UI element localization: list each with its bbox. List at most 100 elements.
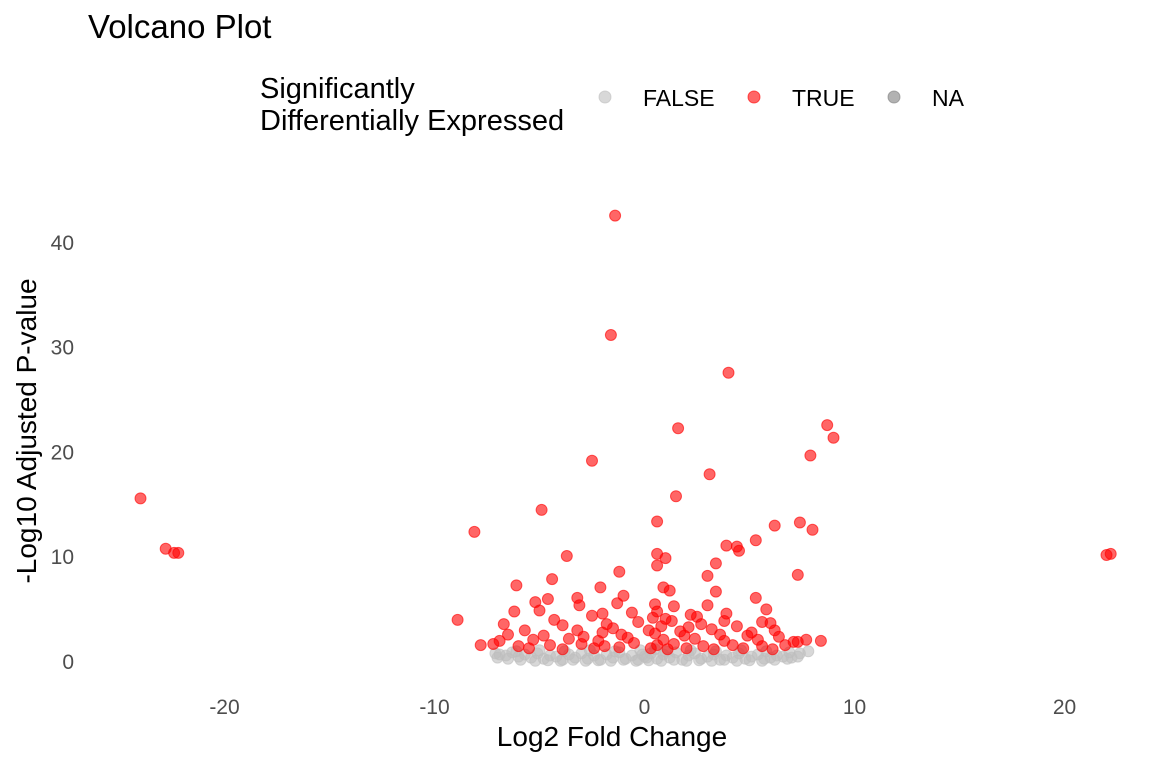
point-false xyxy=(730,654,743,667)
point-true xyxy=(134,492,147,505)
point-true xyxy=(512,640,525,653)
point-true xyxy=(544,639,556,652)
point-true xyxy=(663,584,676,597)
point-false xyxy=(592,654,605,667)
point-true xyxy=(733,544,745,557)
point-true xyxy=(680,642,693,655)
point-true xyxy=(533,604,546,617)
point-false xyxy=(718,653,731,666)
x-axis-title: Log2 Fold Change xyxy=(497,721,727,752)
point-true xyxy=(661,643,674,656)
series-true-points xyxy=(134,209,1117,656)
point-true xyxy=(613,641,626,654)
point-true xyxy=(562,632,575,645)
point-true xyxy=(651,515,664,528)
point-true xyxy=(556,643,569,656)
point-true xyxy=(793,516,806,529)
point-true xyxy=(659,552,672,565)
point-true xyxy=(510,579,523,592)
point-true xyxy=(701,599,714,612)
y-tick-label: 30 xyxy=(51,337,74,360)
legend-label-false: FALSE xyxy=(643,85,715,111)
point-true xyxy=(649,627,661,640)
point-true xyxy=(768,519,781,532)
legend-key-na xyxy=(887,90,901,104)
point-false xyxy=(802,645,815,658)
point-false xyxy=(529,654,542,667)
point-true xyxy=(632,616,645,628)
point-true xyxy=(726,639,739,652)
x-axis-ticks: -20 -10 0 10 20 xyxy=(209,696,1076,719)
point-true xyxy=(1104,547,1117,560)
point-true xyxy=(695,618,708,631)
point-true xyxy=(604,329,617,341)
legend-key-true xyxy=(747,90,761,104)
point-true xyxy=(814,634,827,647)
point-true xyxy=(705,623,718,636)
point-true xyxy=(756,640,769,653)
point-true xyxy=(474,639,487,652)
point-true xyxy=(720,539,733,552)
point-true xyxy=(451,613,464,626)
point-true xyxy=(573,599,586,612)
point-false xyxy=(541,654,554,667)
point-true xyxy=(560,550,573,562)
point-true xyxy=(772,630,785,643)
point-false xyxy=(491,651,504,664)
point-true xyxy=(172,546,185,559)
point-true xyxy=(766,643,779,656)
point-true xyxy=(701,569,714,582)
point-true xyxy=(707,643,720,656)
legend-label-na: NA xyxy=(932,85,965,111)
point-true xyxy=(523,642,535,655)
y-tick-label: 10 xyxy=(51,546,74,569)
point-true xyxy=(586,454,598,467)
point-false xyxy=(693,654,706,667)
point-true xyxy=(787,635,800,648)
point-true xyxy=(821,419,834,432)
point-true xyxy=(741,629,754,642)
point-true xyxy=(749,591,762,604)
point-true xyxy=(537,629,550,642)
point-true xyxy=(596,607,609,620)
y-axis-title: -Log10 Adjusted P-value xyxy=(11,278,42,583)
point-false xyxy=(680,654,693,667)
point-true xyxy=(670,490,682,503)
point-false xyxy=(743,654,756,667)
point-true xyxy=(546,573,559,586)
x-tick-label: -10 xyxy=(419,696,449,719)
legend: Significantly Differentially Expressed F… xyxy=(260,73,965,137)
point-true xyxy=(611,597,624,610)
point-true xyxy=(672,422,685,435)
point-false xyxy=(667,653,680,666)
point-true xyxy=(508,605,521,618)
point-true xyxy=(827,431,840,444)
point-false xyxy=(768,653,781,666)
point-false xyxy=(533,644,546,657)
point-true xyxy=(737,642,750,655)
point-true xyxy=(730,620,743,633)
point-true xyxy=(749,534,762,547)
point-true xyxy=(588,642,601,655)
point-false xyxy=(579,654,592,667)
point-true xyxy=(628,637,640,649)
point-true xyxy=(667,600,680,613)
point-true xyxy=(646,611,659,624)
legend-key-false xyxy=(598,90,612,104)
point-true xyxy=(697,640,710,653)
point-true xyxy=(625,606,638,619)
point-false xyxy=(617,653,630,666)
point-true xyxy=(760,603,773,616)
point-true xyxy=(586,609,598,622)
x-tick-label: 20 xyxy=(1053,696,1076,719)
point-true xyxy=(804,449,817,462)
point-true xyxy=(596,626,609,639)
point-true xyxy=(497,618,510,631)
point-true xyxy=(651,559,664,572)
point-true xyxy=(598,640,611,653)
point-true xyxy=(535,503,548,516)
y-tick-label: 40 xyxy=(51,232,74,255)
point-true xyxy=(556,619,569,632)
point-true xyxy=(709,585,722,598)
